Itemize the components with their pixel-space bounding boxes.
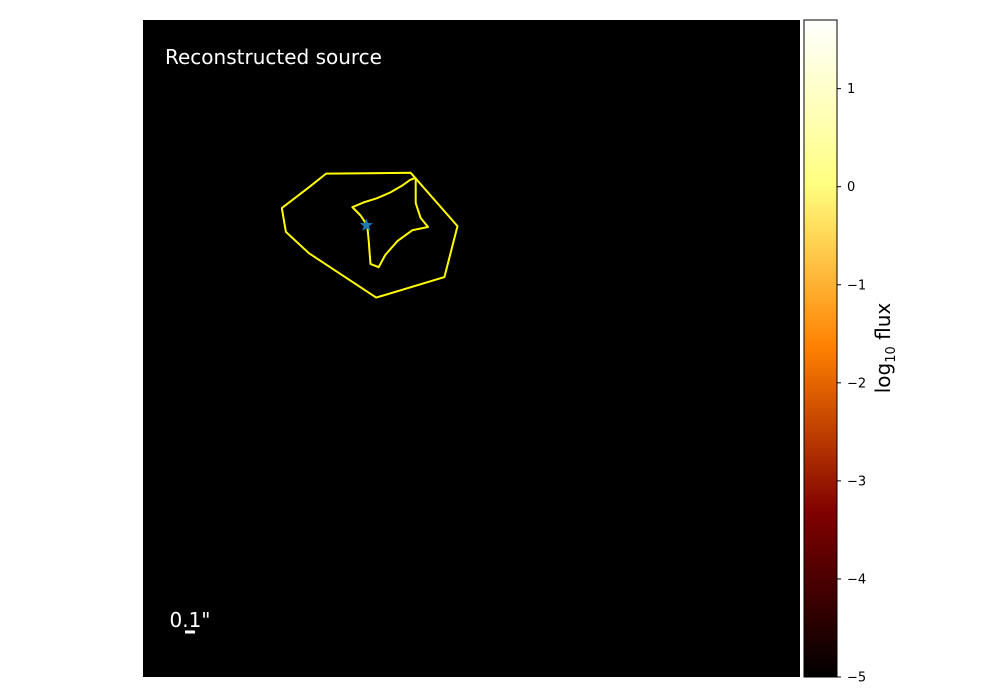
colorbar-tick-label: −3	[847, 474, 866, 489]
colorbar-tick-label: −2	[847, 376, 866, 391]
colorbar	[803, 19, 838, 678]
colorbar-label: log10 flux	[871, 303, 899, 394]
source-plane-marks	[280, 171, 459, 299]
colorbar-tick-label: 1	[847, 82, 855, 97]
source-position-star	[359, 218, 373, 231]
caustic-inner-curve	[351, 176, 429, 269]
colorbar-tick-label: 0	[847, 180, 855, 195]
scale-bar-label: 0.1"	[169, 608, 210, 632]
source-image-panel	[143, 20, 800, 677]
panel-title: Reconstructed source	[165, 45, 382, 69]
colorbar-tick-label: −4	[847, 572, 866, 587]
caustic-outer-curve	[280, 171, 459, 299]
colorbar-ticks: 1 0 −1 −2 −3 −4 −5	[837, 82, 866, 686]
colorbar-tick-label: −1	[847, 278, 866, 293]
colorbar-tick-label: −5	[847, 671, 866, 686]
